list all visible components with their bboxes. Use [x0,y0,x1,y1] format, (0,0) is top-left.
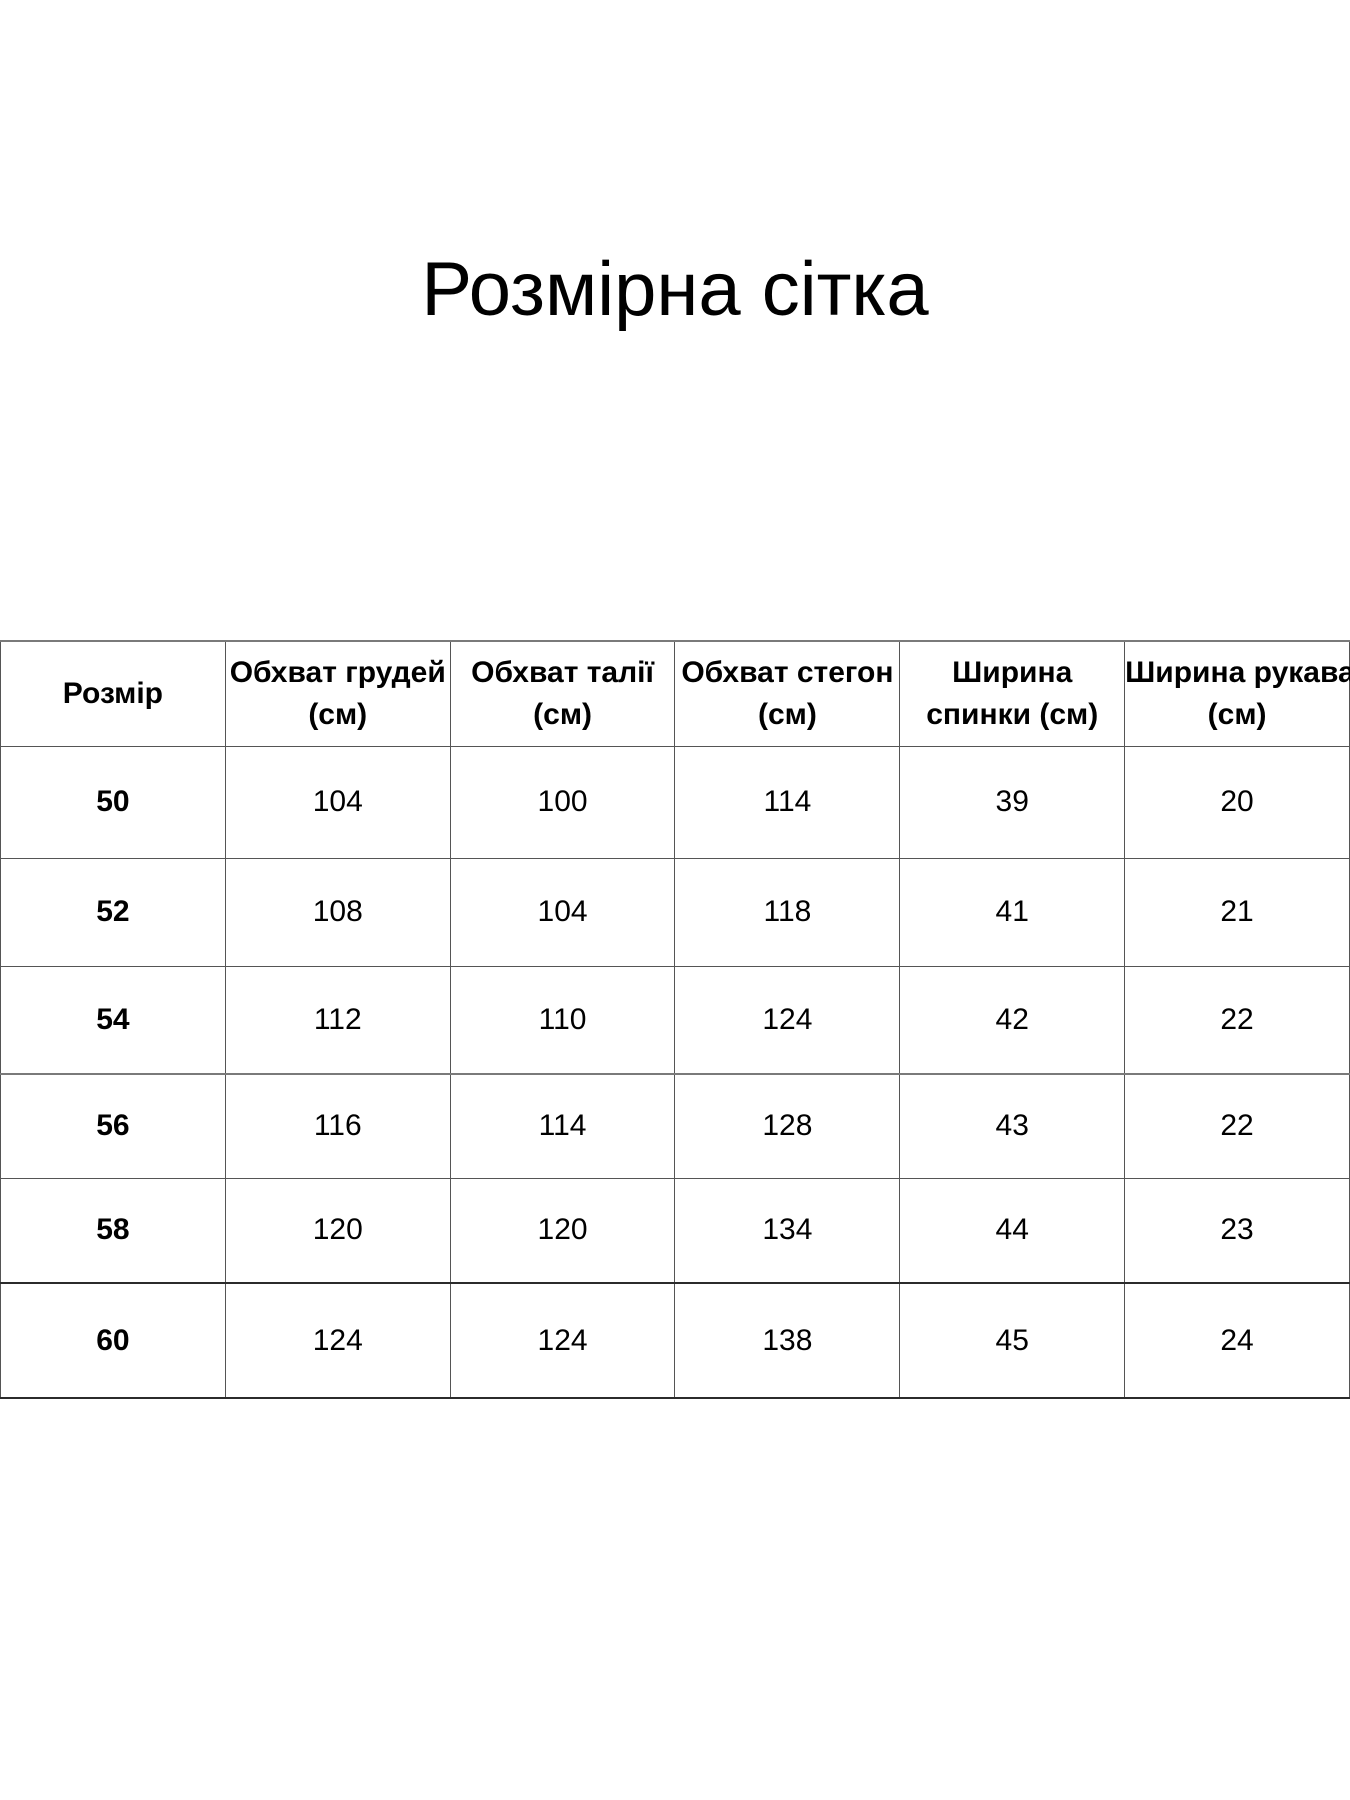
measurement-cell: 42 [899,965,1126,1075]
measurement-cell: 124 [674,965,901,1075]
page-title: Розмірна сітка [421,247,929,332]
measurement-cell: 104 [449,857,676,967]
measurement-cell: 120 [224,1177,451,1284]
measurement-cell: 22 [1124,1073,1350,1179]
measurement-cell: 120 [449,1177,676,1284]
measurement-cell: 114 [449,1073,676,1179]
size-cell: 50 [0,745,226,859]
column-header-line2: (см) [533,697,592,731]
column-header-line1: Обхват грудей [229,655,446,689]
table-row: 58 120 120 134 44 23 [0,1177,1350,1284]
table-row: 50 104 100 114 39 20 [0,745,1350,859]
column-header-line1: Ширина [952,655,1073,689]
column-header-line2: (см) [308,697,368,731]
size-table-body: 50 104 100 114 39 20 52 108 104 118 41 21 54 112 110 12… [0,745,1350,1399]
column-header-3: Обхват стегон (см) [674,640,901,747]
size-cell: 56 [0,1073,226,1179]
size-cell: 52 [0,857,226,967]
column-header-4: Ширина спинки (см) [899,640,1126,747]
size-table-head: Розмір Обхват грудей (см) Обхват талії (см) О… [0,640,1350,747]
table-row: 60 124 124 138 45 24 [0,1282,1350,1399]
measurement-cell: 112 [224,965,451,1075]
column-header-line1: Розмір [62,676,164,710]
table-row: 54 112 110 124 42 22 [0,965,1350,1075]
column-header-line2: (см) [1207,697,1267,731]
header-row: Розмір Обхват грудей (см) Обхват талії (см) О… [0,640,1350,747]
measurement-cell: 124 [224,1282,451,1399]
table-row: 56 116 114 128 43 22 [0,1073,1350,1179]
measurement-cell: 22 [1124,965,1350,1075]
table-row: 52 108 104 118 41 21 [0,857,1350,967]
measurement-cell: 39 [899,745,1126,859]
measurement-cell: 100 [449,745,676,859]
column-header-1: Обхват грудей (см) [224,640,451,747]
measurement-cell: 21 [1124,857,1350,967]
measurement-cell: 24 [1124,1282,1350,1399]
size-table: Розмір Обхват грудей (см) Обхват талії (см) О… [0,640,1350,1399]
measurement-cell: 124 [449,1282,676,1399]
measurement-cell: 134 [674,1177,901,1284]
measurement-cell: 43 [899,1073,1126,1179]
measurement-cell: 108 [224,857,451,967]
measurement-cell: 20 [1124,745,1350,859]
measurement-cell: 110 [449,965,676,1075]
measurement-cell: 116 [224,1073,451,1179]
size-cell: 54 [0,965,226,1075]
measurement-cell: 138 [674,1282,901,1399]
measurement-cell: 44 [899,1177,1126,1284]
measurement-cell: 114 [674,745,901,859]
size-cell: 60 [0,1282,226,1399]
measurement-cell: 41 [899,857,1126,967]
measurement-cell: 23 [1124,1177,1350,1284]
measurement-cell: 45 [899,1282,1126,1399]
column-header-line2: (см) [757,697,817,731]
column-header-line1: Обхват талії [471,655,654,689]
column-header-line1: Ширина рукава [1125,655,1350,689]
column-header-line1: Обхват стегон [681,655,894,689]
column-header-5: Ширина рукава (см) [1124,640,1350,747]
column-header-2: Обхват талії (см) [449,640,676,747]
column-header-line2: спинки (см) [926,697,1099,731]
size-cell: 58 [0,1177,226,1284]
column-header-0: Розмір [0,640,226,747]
measurement-cell: 118 [674,857,901,967]
measurement-cell: 104 [224,745,451,859]
measurement-cell: 128 [674,1073,901,1179]
